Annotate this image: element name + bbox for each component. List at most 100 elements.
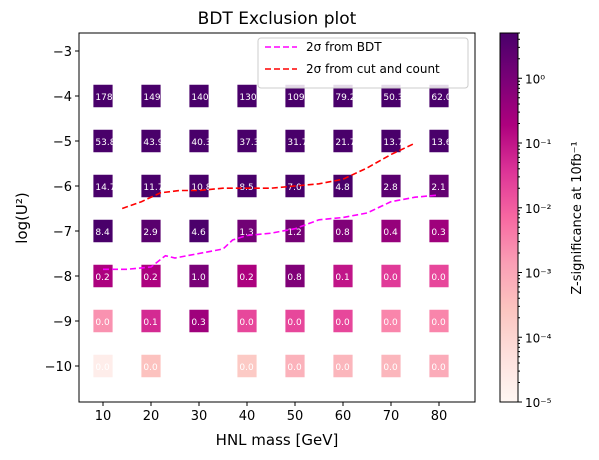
legend-box bbox=[257, 37, 469, 89]
chart-title: BDT Exclusion plot bbox=[198, 9, 357, 29]
cell-value-label: 2.9 bbox=[143, 228, 158, 238]
heatmap-cell bbox=[237, 129, 257, 153]
cut-count-2sigma-line bbox=[121, 142, 416, 210]
colorbar-tick-label: 10⁻⁴ bbox=[525, 331, 552, 345]
heatmap-cell bbox=[429, 84, 449, 108]
heatmap-cell bbox=[285, 129, 305, 153]
cell-value-label: 0.8 bbox=[287, 273, 302, 283]
cell-value-label: 21.7 bbox=[335, 138, 355, 148]
heatmap-cell bbox=[93, 354, 113, 378]
x-axis: 10 20 30 40 50 60 70 80 bbox=[95, 402, 448, 424]
cell-value-label: 11.7 bbox=[143, 183, 163, 193]
cell-value-label: 14.7 bbox=[95, 183, 115, 193]
y-tick-label: −3 bbox=[53, 45, 72, 60]
cell-labels: 178.1 149.0 140.7 130.5 109.4 79.2 50.3 62.0 53.… bbox=[95, 93, 451, 373]
y-tick-label: −10 bbox=[45, 360, 72, 375]
x-tick-label: 10 bbox=[95, 409, 112, 424]
cell-value-label: 0.0 bbox=[335, 363, 350, 373]
cell-value-label: 53.8 bbox=[95, 138, 115, 148]
cell-value-label: 2.8 bbox=[383, 183, 398, 193]
cell-value-label: 13.6 bbox=[431, 138, 451, 148]
x-tick-label: 70 bbox=[383, 409, 400, 424]
heatmap-cell bbox=[333, 354, 353, 378]
colorbar-label: Z-significance at 10fb⁻¹ bbox=[570, 141, 585, 294]
heatmap-cell bbox=[237, 84, 257, 108]
cell-value-label: 2.1 bbox=[431, 183, 445, 193]
cell-value-label: 0.0 bbox=[383, 318, 398, 328]
heatmap-cell bbox=[333, 219, 353, 243]
x-tick-label: 20 bbox=[143, 409, 160, 424]
cell-value-label: 0.3 bbox=[191, 318, 205, 328]
x-tick-label: 60 bbox=[335, 409, 352, 424]
heatmap-cell bbox=[141, 84, 161, 108]
cell-value-label: 10.8 bbox=[191, 183, 211, 193]
colorbar-tick-label: 10⁻² bbox=[525, 202, 552, 216]
y-tick-label: −8 bbox=[53, 270, 72, 285]
x-tick-label: 40 bbox=[239, 409, 256, 424]
heatmap-cell bbox=[237, 174, 257, 198]
heatmap-cell bbox=[429, 129, 449, 153]
heatmap-cell bbox=[141, 219, 161, 243]
cell-value-label: 37.3 bbox=[239, 138, 259, 148]
heatmap-cell bbox=[381, 84, 401, 108]
cell-value-label: 140.7 bbox=[191, 93, 217, 103]
contour-lines bbox=[103, 142, 440, 271]
legend-label: 2σ from BDT bbox=[306, 40, 382, 54]
cell-value-label: 1.0 bbox=[191, 273, 206, 283]
heatmap-cell bbox=[237, 264, 257, 288]
x-axis-label: HNL mass [GeV] bbox=[216, 431, 339, 449]
cell-value-label: 0.0 bbox=[431, 273, 446, 283]
x-tick-label: 50 bbox=[287, 409, 304, 424]
heatmap-cell bbox=[93, 264, 113, 288]
heatmap-cell bbox=[141, 174, 161, 198]
heatmap-cell bbox=[429, 264, 449, 288]
heatmap-cell bbox=[381, 354, 401, 378]
cell-value-label: 8.4 bbox=[95, 228, 110, 238]
cell-value-label: 4.6 bbox=[191, 228, 206, 238]
cell-value-label: 0.0 bbox=[287, 318, 302, 328]
x-tick-label: 80 bbox=[431, 409, 448, 424]
cell-value-label: 0.0 bbox=[95, 318, 110, 328]
cell-value-label: 178.1 bbox=[95, 93, 121, 103]
heatmap-cell bbox=[189, 309, 209, 333]
heatmap-cell bbox=[189, 174, 209, 198]
cell-value-label: 0.2 bbox=[239, 273, 253, 283]
cell-value-label: 0.0 bbox=[431, 318, 446, 328]
heatmap-cell bbox=[93, 174, 113, 198]
heatmap-cell bbox=[333, 309, 353, 333]
cell-value-label: 31.7 bbox=[287, 138, 307, 148]
y-axis: −3 −4 −5 −6 −7 −8 −9 −10 bbox=[45, 45, 79, 375]
y-tick-label: −9 bbox=[53, 315, 72, 330]
heatmap-cell bbox=[285, 219, 305, 243]
cell-value-label: 13.7 bbox=[383, 138, 403, 148]
heatmap-cell bbox=[285, 354, 305, 378]
legend-label: 2σ from cut and count bbox=[306, 62, 440, 76]
cell-value-label: 0.4 bbox=[383, 228, 398, 238]
heatmap-cell bbox=[93, 84, 113, 108]
cell-value-label: 0.1 bbox=[143, 318, 157, 328]
heatmap-cell bbox=[189, 219, 209, 243]
heatmap-cell bbox=[93, 219, 113, 243]
heatmap-cell bbox=[141, 309, 161, 333]
heatmap-cell bbox=[189, 84, 209, 108]
cell-value-label: 0.0 bbox=[95, 363, 110, 373]
heatmap-cell bbox=[93, 129, 113, 153]
heatmap-cell bbox=[141, 129, 161, 153]
cell-value-label: 0.2 bbox=[143, 273, 157, 283]
colorbar-tick-label: 10⁻¹ bbox=[525, 137, 552, 151]
heatmap-cell bbox=[381, 309, 401, 333]
heatmap-cell bbox=[381, 264, 401, 288]
cell-value-label: 149.0 bbox=[143, 93, 169, 103]
y-tick-label: −7 bbox=[53, 225, 72, 240]
cell-value-label: 1.2 bbox=[287, 228, 301, 238]
bdt-2sigma-line bbox=[103, 194, 440, 271]
heatmap-cell bbox=[285, 84, 305, 108]
heatmap-cell bbox=[237, 309, 257, 333]
colorbar-gradient bbox=[499, 32, 519, 403]
cell-value-label: 0.0 bbox=[239, 363, 254, 373]
heatmap-cell bbox=[429, 309, 449, 333]
cell-value-label: 0.1 bbox=[335, 273, 349, 283]
heatmap-cell bbox=[189, 129, 209, 153]
heatmap-cell bbox=[333, 264, 353, 288]
